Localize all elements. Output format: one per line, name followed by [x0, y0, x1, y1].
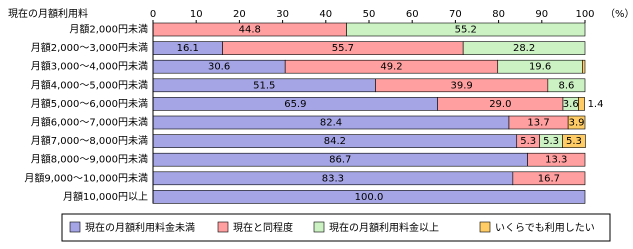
x-tick-label: 50 [363, 9, 376, 20]
data-label: 100.0 [355, 192, 384, 203]
x-tick-label: 90 [535, 9, 548, 20]
x-tick-label: 20 [233, 9, 246, 20]
data-label: 49.2 [380, 62, 402, 73]
x-tick-label: 100 [575, 9, 594, 20]
x-unit: （%） [605, 8, 633, 20]
y-tick-label: 月額2,000～3,000円未満 [31, 41, 148, 54]
data-label: 55.7 [332, 43, 354, 54]
bar-segment [547, 78, 586, 93]
y-tick-label: 月額7,000～8,000円未満 [31, 134, 148, 147]
data-label: 5.3 [520, 136, 536, 147]
legend-swatch [69, 221, 81, 233]
data-label: 5.3 [566, 136, 582, 147]
data-label: 84.2 [324, 136, 346, 147]
x-tick-label: 60 [406, 9, 419, 20]
x-tick-label: 80 [492, 9, 505, 20]
data-label: 13.3 [545, 155, 567, 166]
data-label: 3.9 [569, 118, 585, 129]
data-label: 55.2 [455, 25, 477, 36]
data-label: 29.0 [489, 99, 511, 110]
data-label: 16.1 [177, 43, 199, 54]
x-tick-label: 0 [150, 9, 156, 20]
legend-label: 現在の月額利用料金未満 [85, 221, 195, 234]
data-label: 83.3 [322, 173, 344, 184]
legend-box [61, 213, 611, 242]
data-label: 8.6 [558, 80, 574, 91]
y-tick-label: 月額5,000～6,000円未満 [31, 97, 148, 110]
data-label: 19.6 [529, 62, 551, 73]
legend-swatch [217, 221, 229, 233]
data-label: 39.9 [451, 80, 473, 91]
bar-segment [562, 134, 586, 148]
x-tick-label: 30 [276, 9, 289, 20]
x-tick-label: 40 [319, 9, 332, 20]
bar-segment [527, 152, 586, 167]
data-label: 44.8 [239, 25, 261, 36]
y-tick-label: 月額10,000円以上 [63, 190, 148, 203]
x-tick-label: 70 [449, 9, 462, 20]
data-label: 30.6 [208, 62, 230, 73]
bar-segment [567, 115, 586, 130]
legend-swatch [479, 221, 491, 233]
bar-segment [462, 41, 586, 55]
y-tick-label: 月額9,000～10,000円未満 [24, 171, 148, 184]
bar-segment [346, 22, 586, 37]
y-header: 現在の月額利用料 [8, 7, 88, 20]
data-label: 28.2 [513, 43, 535, 54]
data-label: 65.9 [284, 99, 306, 110]
legend-label: 現在の月額利用料金以上 [329, 221, 439, 234]
bar-segment [512, 171, 586, 186]
data-label: 86.7 [329, 155, 351, 166]
legend-label: 現在と同程度 [233, 221, 293, 234]
data-label: 82.4 [320, 118, 342, 129]
y-tick-label: 月額8,000～9,000円未満 [31, 153, 148, 166]
data-label: 5.3 [543, 136, 559, 147]
y-tick-label: 月額3,000～4,000円未満 [31, 60, 148, 73]
y-tick-label: 月額2,000円未満 [69, 23, 148, 36]
y-tick-label: 月額6,000～7,000円未満 [31, 116, 148, 129]
bar-segment [582, 59, 586, 74]
y-tick-label: 月額4,000～5,000円未満 [31, 78, 148, 91]
data-label: 1.4 [588, 99, 604, 110]
bar-segment [578, 97, 585, 111]
x-tick-label: 10 [190, 9, 203, 20]
data-label: 3.6 [563, 99, 579, 110]
legend-swatch [313, 221, 325, 233]
data-label: 16.7 [538, 173, 560, 184]
legend-label: いくらでも利用したい [495, 222, 595, 234]
data-label: 13.7 [527, 118, 549, 129]
data-label: 51.5 [253, 80, 275, 91]
